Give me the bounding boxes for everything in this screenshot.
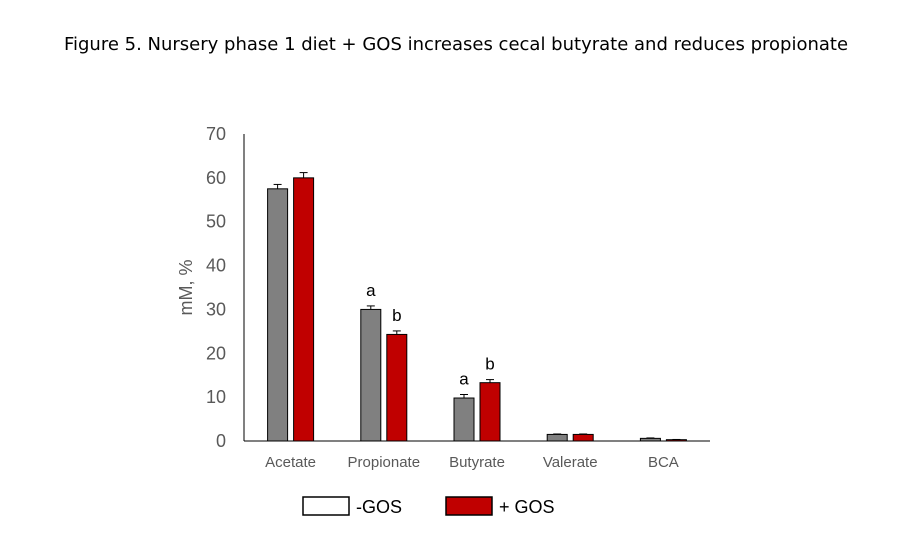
- y-tick-label: 10: [206, 387, 226, 407]
- significance-letter: a: [366, 281, 376, 300]
- bar-group-valerate: [546, 433, 594, 442]
- bar: [546, 433, 568, 442]
- legend-item: -GOS: [302, 496, 402, 517]
- y-tick-label: 30: [206, 299, 226, 319]
- x-tick-label: Butyrate: [449, 454, 505, 471]
- legend-swatch: [302, 496, 350, 516]
- legend-label: -GOS: [356, 497, 402, 517]
- x-axis-labels: Acetate Propionate Butyrate Valerate BCA: [265, 454, 679, 471]
- y-tick-label: 40: [206, 256, 226, 276]
- significance-letter: a: [459, 370, 469, 389]
- significance-letter: b: [485, 355, 494, 374]
- legend: -GOS + GOS: [302, 496, 555, 517]
- x-tick-label: Acetate: [265, 454, 316, 471]
- bar: [386, 333, 408, 442]
- y-tick-label: 60: [206, 168, 226, 188]
- y-tick-label: 70: [206, 124, 226, 144]
- bar: [267, 188, 289, 442]
- y-tick-label: 0: [216, 431, 226, 451]
- y-axis-ticks: 0 10 20 30 40 50 60 70: [206, 124, 226, 451]
- bar-group-butyrate: ab: [453, 355, 501, 442]
- significance-letter: b: [392, 306, 401, 325]
- x-tick-label: Propionate: [348, 454, 421, 471]
- bar: [479, 382, 501, 442]
- y-tick-label: 20: [206, 343, 226, 363]
- bar: [360, 308, 382, 442]
- legend-item: + GOS: [445, 496, 555, 517]
- y-axis-title: mM, %: [176, 260, 196, 316]
- y-tick-label: 50: [206, 212, 226, 232]
- figure-title: Figure 5. Nursery phase 1 diet + GOS inc…: [63, 34, 849, 55]
- legend-label: + GOS: [499, 497, 555, 517]
- bar: [572, 433, 594, 442]
- bar-group-propionate: ab: [360, 281, 408, 442]
- bar: [453, 397, 475, 442]
- bar: [293, 177, 315, 442]
- x-tick-label: BCA: [648, 454, 679, 471]
- legend-swatch: [445, 496, 493, 516]
- bar-group-acetate: [267, 172, 315, 442]
- x-tick-label: Valerate: [543, 454, 598, 471]
